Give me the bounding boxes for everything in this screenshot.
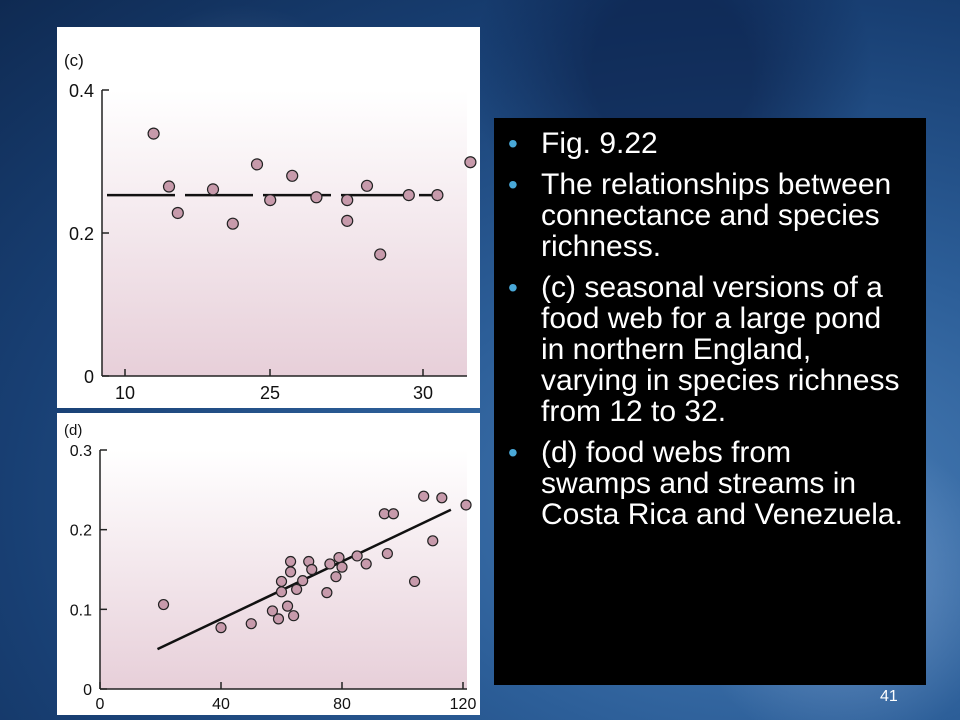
- chart-panel-d: 0 0.1 0.2 0.3 0 40 80 120 (d): [57, 413, 480, 715]
- data-point: [250, 158, 264, 171]
- data-point: [275, 575, 288, 588]
- data-point: [341, 214, 354, 227]
- data-point: [436, 492, 448, 504]
- data-point: [291, 583, 303, 596]
- bullet-list: • Fig. 9.22 • The relationships between co…: [494, 118, 926, 530]
- data-point: [460, 499, 472, 511]
- bullet-dot: •: [508, 128, 518, 159]
- data-point: [226, 217, 239, 230]
- data-point: [215, 622, 227, 634]
- y-tick-label: 0: [84, 367, 94, 387]
- data-point: [381, 547, 393, 560]
- x-tick-label: 10: [115, 383, 135, 403]
- x-tick-label: 120: [450, 696, 477, 713]
- data-point: [206, 183, 220, 196]
- data-point: [409, 575, 421, 588]
- panel-label: (d): [64, 422, 82, 439]
- bullet-text: (c) seasonal versions of a food web for …: [541, 271, 900, 428]
- data-point: [360, 558, 372, 570]
- chart-d-svg: 0 0.1 0.2 0.3 0 40 80 120 (d): [64, 422, 477, 713]
- data-point: [341, 194, 354, 207]
- plot-background: [102, 90, 467, 376]
- data-point: [245, 618, 257, 630]
- data-point: [333, 551, 345, 564]
- bullet-item: • The relationships between connectance a…: [508, 169, 908, 262]
- data-point: [162, 180, 176, 193]
- data-point: [310, 191, 323, 204]
- data-point: [360, 179, 374, 192]
- data-point: [284, 566, 297, 578]
- data-point: [264, 194, 277, 207]
- data-point: [157, 598, 170, 611]
- data-point: [427, 535, 439, 547]
- data-point: [418, 490, 430, 502]
- data-point: [272, 613, 285, 625]
- y-tick-label: 0.3: [70, 443, 92, 460]
- page-number: 41: [880, 688, 898, 705]
- data-point: [324, 558, 336, 570]
- data-point: [275, 586, 288, 598]
- bullet-text: Fig. 9.22: [541, 127, 658, 160]
- data-point: [147, 127, 160, 140]
- data-point: [321, 587, 333, 599]
- x-tick-label: 80: [333, 696, 351, 713]
- bullet-text: The relationships between connectance an…: [541, 168, 892, 263]
- bullet-dot: •: [508, 272, 518, 303]
- chart-c-svg: 0 0.2 0.4 10 25 30 (c): [64, 51, 477, 403]
- x-tick-label: 0: [96, 696, 105, 713]
- panel-label: (c): [64, 51, 84, 70]
- bullet-text: (d) food webs from swamps and streams in…: [541, 436, 903, 531]
- caption-box: • Fig. 9.22 • The relationships between co…: [494, 118, 926, 685]
- y-tick-label: 0.2: [70, 523, 92, 540]
- data-point: [297, 575, 309, 587]
- bullet-dot: •: [508, 169, 518, 200]
- y-tick-label: 0.1: [70, 602, 92, 619]
- bullet-item: • Fig. 9.22: [508, 128, 908, 159]
- data-point: [284, 555, 297, 568]
- data-point: [281, 600, 294, 612]
- y-tick-label: 0.4: [69, 81, 94, 101]
- data-point: [286, 169, 299, 182]
- data-point: [464, 156, 477, 169]
- x-tick-label: 25: [260, 383, 280, 403]
- data-point: [431, 189, 444, 202]
- data-point: [266, 605, 279, 617]
- bullet-dot: •: [508, 437, 518, 468]
- y-tick-label: 0.2: [69, 224, 94, 244]
- x-tick-label: 40: [212, 696, 230, 713]
- data-point: [330, 571, 342, 583]
- plot-background: [100, 450, 467, 689]
- data-point: [306, 563, 318, 576]
- y-tick-label: 0: [83, 682, 92, 699]
- bullet-item: • (c) seasonal versions of a food web for…: [508, 272, 908, 427]
- data-point: [288, 610, 300, 622]
- bullet-item: • (d) food webs from swamps and streams i…: [508, 437, 908, 530]
- data-point: [336, 561, 348, 573]
- chart-panel-c: 0 0.2 0.4 10 25 30 (c): [57, 27, 480, 408]
- x-tick-label: 30: [413, 383, 433, 403]
- data-point: [374, 248, 387, 261]
- data-point: [387, 508, 400, 520]
- data-point: [351, 550, 363, 562]
- data-point: [171, 206, 184, 220]
- data-point: [402, 189, 415, 202]
